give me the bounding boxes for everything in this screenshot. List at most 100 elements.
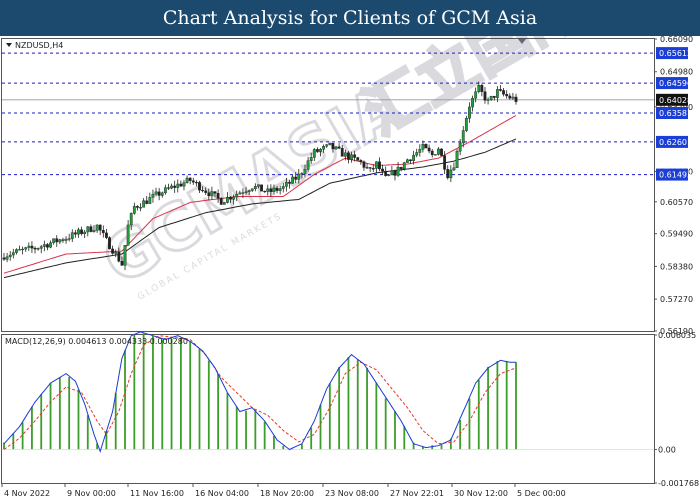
candle [291, 175, 294, 184]
candle-body [49, 242, 52, 248]
candle [356, 156, 360, 161]
time-axis: 4 Nov 2022 9 Nov 00:00 11 Nov 16:00 16 Nov … [1, 483, 566, 498]
candle [316, 147, 319, 153]
candle [151, 189, 155, 203]
histogram-bar [263, 421, 266, 450]
candle-body [347, 152, 350, 160]
candle [167, 183, 170, 190]
histogram-bar [254, 410, 257, 450]
candle [325, 144, 329, 148]
candle-body [331, 142, 335, 150]
candle-body [5, 256, 9, 260]
histogram-bar [49, 382, 52, 450]
candle [18, 245, 21, 251]
price-tick-label: 0.64980 [660, 68, 693, 77]
support-resistance-levels [2, 52, 654, 176]
candle-body [201, 189, 204, 192]
candle-body [70, 232, 74, 239]
histogram-bar [235, 406, 238, 450]
candle-body [266, 188, 270, 192]
candle-body [359, 160, 363, 162]
time-tick-label: 18 Nov 20:00 [260, 489, 314, 498]
candle-body [52, 238, 56, 243]
candle-body [343, 152, 347, 157]
candle [77, 227, 80, 238]
candle-body [505, 94, 509, 97]
candle [263, 190, 267, 193]
candle-body [80, 229, 83, 235]
candle-body [263, 190, 267, 193]
price-tags: 0.65612 0.64596 0.63581 0.62601 0.61493 0.640… [656, 47, 692, 181]
candle [464, 115, 468, 133]
candle-body [148, 197, 152, 204]
candle [136, 205, 139, 211]
level-price-tag-label: 0.64596 [659, 79, 692, 88]
histogram-bar [161, 339, 164, 450]
candle-body [350, 154, 353, 160]
macd-tick-label: 0.006035 [658, 331, 696, 340]
candle-body [98, 224, 102, 231]
histogram-bar [319, 404, 322, 450]
candle-body [232, 196, 236, 200]
candle-body [129, 213, 133, 226]
candle-body [303, 169, 307, 174]
candle [427, 144, 431, 154]
candle [201, 186, 204, 193]
histogram-bar [198, 348, 201, 450]
macd-label: MACD(12,26,9) 0.004613 0.004333 0.000280 [5, 337, 188, 346]
histogram-bar [133, 334, 136, 450]
candle [145, 195, 149, 205]
candle [92, 225, 96, 233]
candle [24, 246, 28, 252]
candle-body [328, 142, 332, 145]
price-tick-label: 0.56190 [660, 327, 693, 336]
candle [471, 95, 474, 112]
symbol-label[interactable]: NZDUSD,H4 [15, 41, 63, 50]
candle [387, 174, 391, 177]
histogram-bar [422, 446, 424, 450]
candle [452, 162, 456, 172]
candle [433, 154, 437, 156]
candle-body [33, 247, 37, 250]
candle-body [241, 192, 245, 194]
chart-shift-marker[interactable] [518, 39, 526, 44]
histogram-bar [114, 392, 117, 450]
macd-panel-border [1, 334, 655, 484]
candle [446, 165, 450, 180]
time-tick-label: 27 Nov 22:01 [390, 489, 444, 498]
candle [154, 187, 158, 197]
candle-body [458, 142, 462, 152]
candle [114, 249, 118, 258]
candle-body [2, 257, 6, 260]
candle [502, 88, 505, 97]
candle [247, 189, 251, 195]
candle [80, 226, 83, 236]
candle-body [24, 247, 28, 250]
candle-body [508, 95, 512, 99]
candle-body [67, 238, 71, 240]
candle [108, 236, 111, 250]
histogram-bar [105, 431, 108, 450]
histogram-bar [328, 383, 331, 450]
symbol-dropdown-icon[interactable] [6, 43, 12, 47]
candle [142, 198, 146, 208]
moving-averages [3, 114, 517, 279]
level-price-tag [656, 77, 688, 90]
candle-body [58, 239, 62, 243]
candle-body [337, 146, 341, 149]
macd-tick-label: -0.001768 [658, 479, 699, 488]
candle-body [440, 148, 443, 156]
candle-body [421, 144, 425, 150]
candle-body [250, 188, 254, 191]
candle-body [260, 184, 263, 192]
candle [157, 187, 161, 201]
candle [350, 151, 353, 163]
candle [511, 92, 515, 100]
candle-body [213, 191, 217, 194]
candle [226, 192, 229, 204]
histogram-bar [431, 445, 434, 450]
candle-body [111, 248, 115, 254]
histogram-bar [40, 394, 43, 450]
signal-line [3, 335, 517, 450]
candle [229, 196, 232, 203]
